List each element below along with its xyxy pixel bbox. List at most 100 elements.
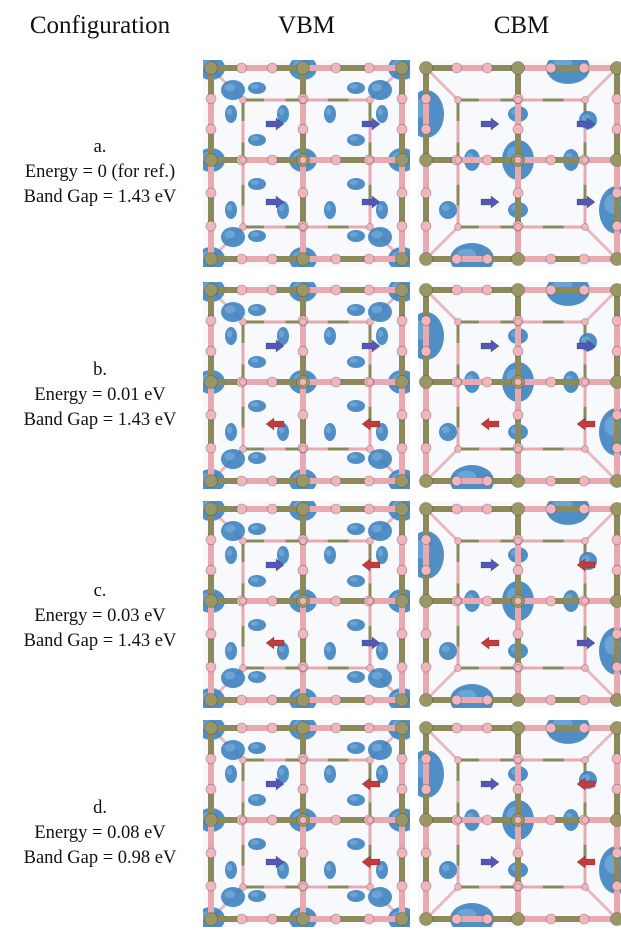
olive-atom [395, 502, 409, 516]
olive-atom [204, 283, 218, 297]
spin-arrow-left-icon [480, 417, 500, 431]
pink-atom [366, 597, 374, 605]
pink-atom [239, 756, 247, 764]
pink-atom [545, 376, 557, 388]
spin-arrow-left-icon [480, 636, 500, 650]
pink-atom [205, 564, 217, 576]
olive-atom [395, 153, 409, 167]
olive-atom [296, 721, 310, 735]
pink-atom [363, 722, 375, 734]
configuration-letter: d. [93, 798, 107, 818]
cbm-isosurface-b [418, 282, 621, 489]
spin-arrow-right-icon [480, 855, 500, 869]
olive-atom [296, 693, 310, 707]
pink-atom [205, 93, 217, 105]
olive-atom [395, 474, 409, 488]
pink-atom [297, 123, 309, 135]
olive-atom [610, 693, 621, 707]
pink-atom [396, 628, 408, 640]
pink-atom [420, 93, 432, 105]
pink-atom [266, 62, 278, 74]
pink-atom [451, 913, 463, 925]
pink-atom [481, 503, 493, 515]
configuration-band-gap: Band Gap = 0.98 eV [23, 848, 177, 868]
pink-atom [514, 597, 522, 605]
pink-atom [420, 783, 432, 795]
pink-atom [205, 534, 217, 546]
olive-atom [419, 283, 433, 297]
pink-atom [481, 62, 493, 74]
pink-atom [205, 220, 217, 232]
pink-atom [266, 694, 278, 706]
pink-atom [581, 816, 589, 824]
pink-atom [396, 783, 408, 795]
pink-atom [239, 378, 247, 386]
pink-atom [545, 154, 557, 166]
pink-atom [396, 409, 408, 421]
configuration-label-a: a. Energy = 0 (for ref.) Band Gap = 1.43… [0, 135, 200, 210]
pink-atom [611, 847, 621, 859]
pink-atom [420, 628, 432, 640]
pink-atom [363, 62, 375, 74]
pink-atom [330, 154, 342, 166]
pink-atom [299, 378, 307, 386]
olive-atom [419, 502, 433, 516]
pink-atom [514, 96, 522, 104]
pink-atom [451, 694, 463, 706]
pink-atom [611, 880, 621, 892]
pink-atom [205, 315, 217, 327]
spin-arrow-right-icon [265, 339, 285, 353]
configuration-label-c: c. Energy = 0.03 eV Band Gap = 1.43 eV [0, 579, 200, 654]
pink-atom [366, 156, 374, 164]
pink-atom [366, 756, 374, 764]
pink-atom [451, 722, 463, 734]
olive-atom [610, 502, 621, 516]
pink-atom [481, 253, 493, 265]
pink-atom [545, 722, 557, 734]
pink-atom [420, 123, 432, 135]
pink-atom [578, 913, 590, 925]
pink-atom [205, 187, 217, 199]
pink-atom [454, 223, 462, 231]
pink-atom [454, 883, 462, 891]
pink-atom [545, 284, 557, 296]
pink-atom [512, 564, 524, 576]
pink-atom [266, 595, 278, 607]
pink-atom [545, 62, 557, 74]
configuration-energy: Energy = 0.03 eV [34, 606, 166, 626]
pink-atom [481, 475, 493, 487]
cbm-isosurface-d [418, 720, 621, 927]
pink-atom [611, 187, 621, 199]
olive-atom [204, 594, 218, 608]
pink-atom [581, 445, 589, 453]
cbm-isosurface-a [418, 60, 621, 267]
pink-atom [297, 628, 309, 640]
pink-atom [481, 154, 493, 166]
pink-atom [236, 913, 248, 925]
spin-arrow-right-icon [480, 339, 500, 353]
pink-atom [611, 783, 621, 795]
pink-atom [581, 664, 589, 672]
olive-atom [511, 474, 525, 488]
pink-atom [299, 156, 307, 164]
pink-atom [611, 661, 621, 673]
pink-atom [297, 345, 309, 357]
spin-arrow-left-icon [576, 417, 596, 431]
pink-atom [514, 378, 522, 386]
pink-atom [363, 475, 375, 487]
pink-atom [205, 880, 217, 892]
spin-arrow-left-icon [361, 417, 381, 431]
pink-atom [236, 284, 248, 296]
pink-atom [512, 123, 524, 135]
pink-atom [611, 628, 621, 640]
spin-arrow-right-icon [480, 117, 500, 131]
pink-atom [454, 96, 462, 104]
pink-atom [330, 722, 342, 734]
spin-arrow-right-icon [480, 195, 500, 209]
pink-atom [330, 503, 342, 515]
pink-atom [366, 223, 374, 231]
pink-atom [451, 503, 463, 515]
olive-atom [610, 721, 621, 735]
olive-atom [204, 813, 218, 827]
olive-atom [204, 153, 218, 167]
